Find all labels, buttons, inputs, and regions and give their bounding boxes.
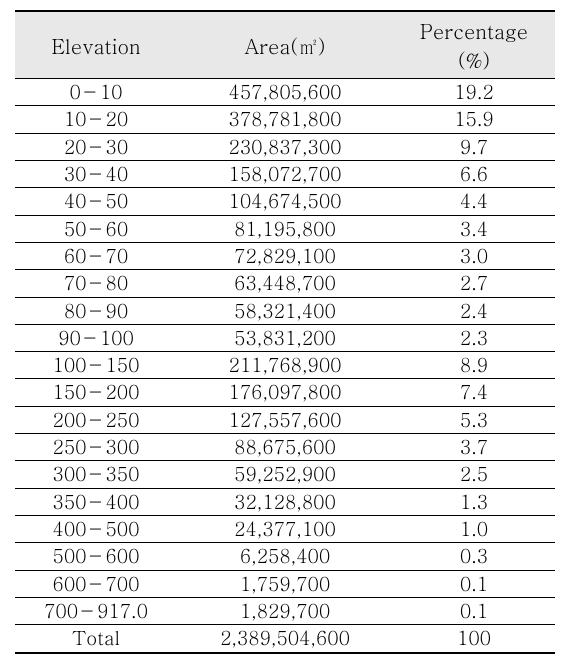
cell-elevation: 10－20 bbox=[15, 106, 177, 133]
cell-area: 58,321,400 bbox=[177, 297, 393, 324]
cell-elevation: 40－50 bbox=[15, 188, 177, 215]
col-header-percentage: Percentage (%) bbox=[393, 11, 555, 79]
cell-percentage: 9.7 bbox=[393, 133, 555, 160]
cell-percentage: 7.4 bbox=[393, 379, 555, 406]
cell-percentage: 1.3 bbox=[393, 488, 555, 515]
table-row: Total2,389,504,600100 bbox=[15, 625, 555, 653]
table-row: 500－6006,258,4000.3 bbox=[15, 543, 555, 570]
cell-percentage: 2.4 bbox=[393, 297, 555, 324]
table-row: 0－10457,805,60019.2 bbox=[15, 79, 555, 106]
table-row: 200－250127,557,6005.3 bbox=[15, 406, 555, 433]
cell-percentage: 19.2 bbox=[393, 79, 555, 106]
table-row: 700－917.01,829,7000.1 bbox=[15, 597, 555, 624]
cell-percentage: 5.3 bbox=[393, 406, 555, 433]
cell-elevation: 0－10 bbox=[15, 79, 177, 106]
cell-area: 1,829,700 bbox=[177, 597, 393, 624]
cell-elevation: 60－70 bbox=[15, 242, 177, 269]
cell-percentage: 0.1 bbox=[393, 570, 555, 597]
cell-percentage: 0.1 bbox=[393, 597, 555, 624]
cell-percentage: 4.4 bbox=[393, 188, 555, 215]
cell-elevation: 400－500 bbox=[15, 516, 177, 543]
cell-percentage: 3.0 bbox=[393, 242, 555, 269]
cell-area: 211,768,900 bbox=[177, 352, 393, 379]
cell-elevation: 100－150 bbox=[15, 352, 177, 379]
cell-percentage: 0.3 bbox=[393, 543, 555, 570]
table-row: 400－50024,377,1001.0 bbox=[15, 516, 555, 543]
cell-area: 32,128,800 bbox=[177, 488, 393, 515]
col-header-elevation: Elevation bbox=[15, 11, 177, 79]
cell-elevation: 70－80 bbox=[15, 270, 177, 297]
cell-area: 104,674,500 bbox=[177, 188, 393, 215]
cell-elevation: 700－917.0 bbox=[15, 597, 177, 624]
cell-elevation: 150－200 bbox=[15, 379, 177, 406]
cell-area: 230,837,300 bbox=[177, 133, 393, 160]
cell-area: 2,389,504,600 bbox=[177, 625, 393, 653]
cell-area: 6,258,400 bbox=[177, 543, 393, 570]
table-row: 600－7001,759,7000.1 bbox=[15, 570, 555, 597]
cell-area: 88,675,600 bbox=[177, 434, 393, 461]
col-header-area: Area(㎡) bbox=[177, 11, 393, 79]
cell-elevation: 50－60 bbox=[15, 215, 177, 242]
table-row: 50－6081,195,8003.4 bbox=[15, 215, 555, 242]
cell-elevation: 600－700 bbox=[15, 570, 177, 597]
cell-elevation: 90－100 bbox=[15, 324, 177, 351]
cell-percentage: 3.7 bbox=[393, 434, 555, 461]
table-row: 150－200176,097,8007.4 bbox=[15, 379, 555, 406]
cell-elevation: 250－300 bbox=[15, 434, 177, 461]
cell-area: 24,377,100 bbox=[177, 516, 393, 543]
cell-area: 457,805,600 bbox=[177, 79, 393, 106]
cell-area: 59,252,900 bbox=[177, 461, 393, 488]
cell-elevation: 200－250 bbox=[15, 406, 177, 433]
table-row: 10－20378,781,80015.9 bbox=[15, 106, 555, 133]
cell-elevation: Total bbox=[15, 625, 177, 653]
cell-area: 72,829,100 bbox=[177, 242, 393, 269]
table-row: 350－40032,128,8001.3 bbox=[15, 488, 555, 515]
cell-elevation: 500－600 bbox=[15, 543, 177, 570]
table-row: 250－30088,675,6003.7 bbox=[15, 434, 555, 461]
cell-area: 176,097,800 bbox=[177, 379, 393, 406]
cell-percentage: 2.3 bbox=[393, 324, 555, 351]
table-row: 60－7072,829,1003.0 bbox=[15, 242, 555, 269]
table-row: 30－40158,072,7006.6 bbox=[15, 160, 555, 187]
cell-area: 53,831,200 bbox=[177, 324, 393, 351]
cell-percentage: 100 bbox=[393, 625, 555, 653]
cell-elevation: 80－90 bbox=[15, 297, 177, 324]
cell-area: 81,195,800 bbox=[177, 215, 393, 242]
cell-percentage: 15.9 bbox=[393, 106, 555, 133]
cell-percentage: 2.7 bbox=[393, 270, 555, 297]
cell-percentage: 1.0 bbox=[393, 516, 555, 543]
cell-percentage: 6.6 bbox=[393, 160, 555, 187]
cell-area: 1,759,700 bbox=[177, 570, 393, 597]
cell-elevation: 300－350 bbox=[15, 461, 177, 488]
table-row: 40－50104,674,5004.4 bbox=[15, 188, 555, 215]
cell-elevation: 30－40 bbox=[15, 160, 177, 187]
cell-percentage: 2.5 bbox=[393, 461, 555, 488]
cell-area: 63,448,700 bbox=[177, 270, 393, 297]
cell-percentage: 3.4 bbox=[393, 215, 555, 242]
cell-percentage: 8.9 bbox=[393, 352, 555, 379]
table-row: 300－35059,252,9002.5 bbox=[15, 461, 555, 488]
cell-area: 127,557,600 bbox=[177, 406, 393, 433]
table-body: 0－10457,805,60019.210－20378,781,80015.92… bbox=[15, 79, 555, 653]
table-row: 70－8063,448,7002.7 bbox=[15, 270, 555, 297]
header-row: Elevation Area(㎡) Percentage (%) bbox=[15, 11, 555, 79]
table-row: 80－9058,321,4002.4 bbox=[15, 297, 555, 324]
elevation-area-table: Elevation Area(㎡) Percentage (%) 0－10457… bbox=[15, 10, 555, 654]
cell-area: 378,781,800 bbox=[177, 106, 393, 133]
cell-elevation: 350－400 bbox=[15, 488, 177, 515]
table-row: 90－10053,831,2002.3 bbox=[15, 324, 555, 351]
table-row: 20－30230,837,3009.7 bbox=[15, 133, 555, 160]
cell-area: 158,072,700 bbox=[177, 160, 393, 187]
cell-elevation: 20－30 bbox=[15, 133, 177, 160]
table-row: 100－150211,768,9008.9 bbox=[15, 352, 555, 379]
